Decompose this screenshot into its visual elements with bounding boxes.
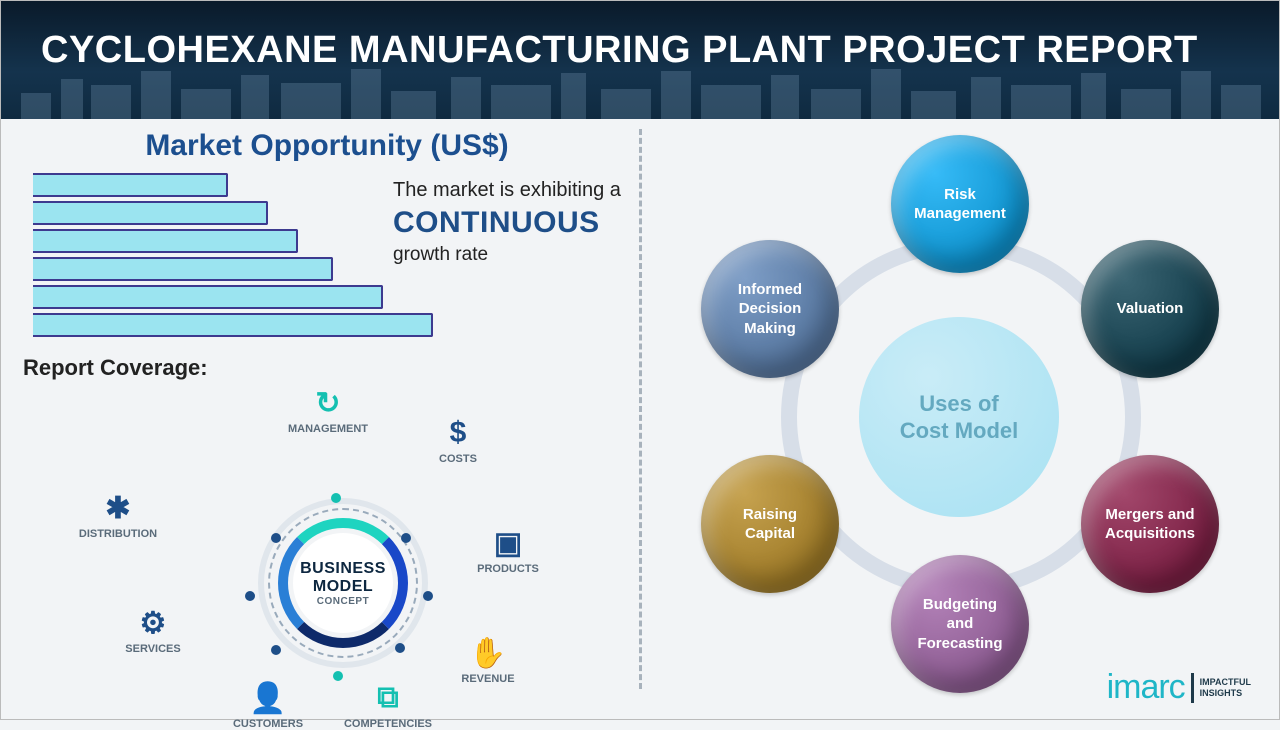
bm-dot [331,493,341,503]
bm-label: COSTS [403,453,513,465]
bm-node-distribution: ✱DISTRIBUTION [63,488,173,540]
bm-dot [271,533,281,543]
bm-node-management: ↻MANAGEMENT [273,383,383,435]
bm-dot [395,643,405,653]
chart-bar [33,257,333,281]
bm-icon: $ [403,413,513,453]
growth-text-big: CONTINUOUS [393,206,643,240]
chart-bar [33,313,433,337]
growth-callout: The market is exhibiting a CONTINUOUS gr… [393,179,643,266]
header-banner: CYCLOHEXANE MANUFACTURING PLANT PROJECT … [1,1,1279,119]
bm-label: PRODUCTS [453,563,563,575]
brand-logo: imarc IMPACTFUL INSIGHTS [1107,668,1251,707]
growth-text-2: growth rate [393,244,643,266]
bm-icon: ✋ [433,633,543,673]
bm-node-revenue: ✋REVENUE [433,633,543,685]
bm-dot [271,645,281,655]
bm-icon: ⧉ [333,678,443,718]
chart-bar [33,229,298,253]
report-coverage-title: Report Coverage: [23,355,631,381]
bm-dot [423,591,433,601]
bm-icon: ↻ [273,383,383,423]
bm-label: REVENUE [433,673,543,685]
cost-bubble-budgeting: BudgetingandForecasting [891,555,1029,693]
chart-bar [33,201,268,225]
cost-bubble-informed: InformedDecisionMaking [701,240,839,378]
cost-bubble-risk: RiskManagement [891,135,1029,273]
brand-tagline: IMPACTFUL INSIGHTS [1200,677,1251,698]
bm-icon: ⚙ [98,603,208,643]
brand-divider [1191,673,1194,703]
bm-node-products: ▣PRODUCTS [453,523,563,575]
bm-node-customers: 👤CUSTOMERS [213,678,323,730]
bm-dot [401,533,411,543]
cost-bubble-mergers-and: Mergers andAcquisitions [1081,455,1219,593]
chart-bar [33,285,383,309]
bm-label: DISTRIBUTION [63,528,173,540]
bm-node-services: ⚙SERVICES [98,603,208,655]
market-opportunity-title: Market Opportunity (US$) [23,129,631,163]
bm-icon: ▣ [453,523,563,563]
right-column: Uses ofCost Model RiskManagement Valuatio… [661,125,1261,705]
business-model-diagram: BUSINESS MODEL CONCEPT ↻MANAGEMENT $COSTS… [83,383,603,713]
bm-icon: 👤 [213,678,323,718]
bm-node-costs: $COSTS [403,413,513,465]
bm-node-competencies: ⧉COMPETENCIES [333,678,443,730]
bm-label: MANAGEMENT [273,423,383,435]
bm-center-text: BUSINESS MODEL CONCEPT [293,533,393,633]
brand-wordmark: imarc [1107,668,1185,707]
left-column: Market Opportunity (US$) The market is e… [23,125,631,713]
bm-dot [245,591,255,601]
bm-center-ring: BUSINESS MODEL CONCEPT [258,498,428,668]
bm-icon: ✱ [63,488,173,528]
cost-model-hub: Uses ofCost Model [859,317,1059,517]
cost-bubble-valuation: Valuation [1081,240,1219,378]
chart-bar [33,173,228,197]
cost-bubble-raising: RaisingCapital [701,455,839,593]
market-bar-chart [33,173,453,337]
bm-label: SERVICES [98,643,208,655]
growth-text-1: The market is exhibiting a [393,179,643,202]
page-title: CYCLOHEXANE MANUFACTURING PLANT PROJECT … [1,1,1279,72]
bm-dot [333,671,343,681]
skyline-decoration [1,67,1279,119]
